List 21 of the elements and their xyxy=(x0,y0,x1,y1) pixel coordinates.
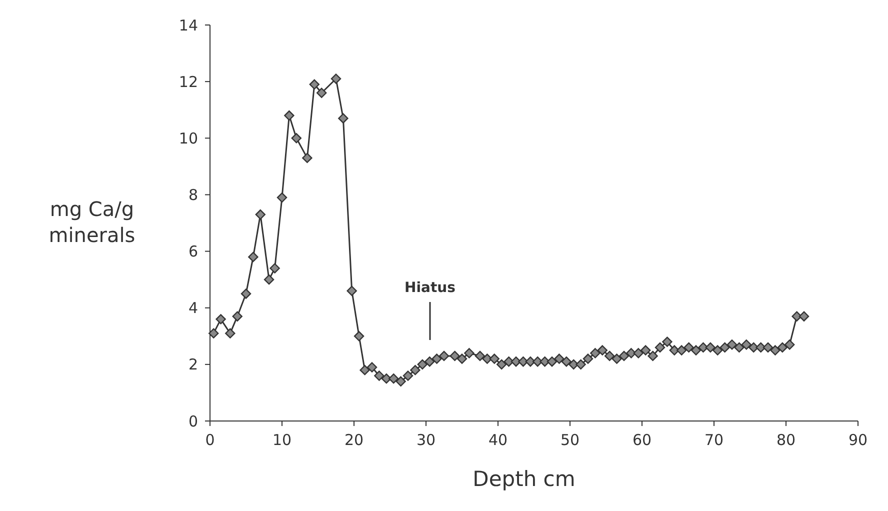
x-tick-label: 0 xyxy=(205,431,215,449)
x-tick-label: 10 xyxy=(272,431,292,449)
x-axis-title: Depth cm xyxy=(472,467,576,491)
annotation: Hiatus xyxy=(404,280,456,296)
x-tick-label: 90 xyxy=(848,431,868,449)
x-tick-label: 30 xyxy=(416,431,436,449)
y-tick-label: 4 xyxy=(188,299,198,318)
y-tick-label: 0 xyxy=(188,412,198,430)
x-tick-label: 80 xyxy=(776,431,796,449)
x-tick-label: 50 xyxy=(560,431,580,449)
y-tick-label: 10 xyxy=(178,129,198,148)
y-tick-label: 2 xyxy=(188,356,198,374)
y-tick-label: 8 xyxy=(188,186,198,204)
x-tick-label: 70 xyxy=(704,431,724,449)
x-tick-label: 20 xyxy=(344,431,364,449)
x-tick-label: 60 xyxy=(632,431,652,449)
x-tick-label: 40 xyxy=(488,431,508,449)
y-tick-label: 6 xyxy=(188,242,198,261)
y-tick-label: 14 xyxy=(178,16,198,34)
y-tick-label: 12 xyxy=(178,72,198,91)
y-axis-title: mg Ca/g minerals xyxy=(48,197,136,247)
